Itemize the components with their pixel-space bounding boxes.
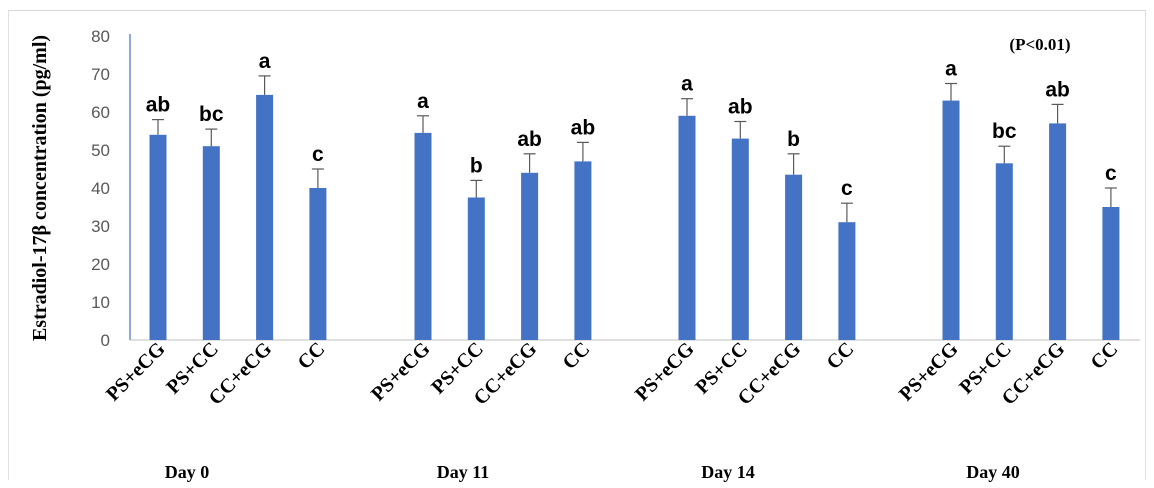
bar [256,94,274,341]
significance-letter: b [470,154,483,177]
bar [414,132,432,340]
y-tick-label: 40 [91,179,110,198]
bar [678,115,696,340]
significance-letter: bc [992,120,1017,143]
significance-letter: b [787,128,800,151]
significance-letter: bc [199,103,224,126]
bar [149,134,167,340]
significance-letter: ab [146,94,171,117]
category-label: PS+eCG [367,338,435,406]
y-tick-label: 20 [91,255,110,274]
y-tick-label: 30 [91,217,110,236]
significance-letter: a [417,90,429,113]
bar [1102,207,1120,340]
category-label: CC [558,338,594,374]
bar [309,188,327,340]
group-label: Day 14 [701,462,755,482]
y-tick-label: 80 [91,27,110,46]
y-tick-label: 70 [91,65,110,84]
significance-letter: a [945,58,957,81]
category-label: PS+eCG [102,338,170,406]
significance-letter: a [681,73,693,96]
significance-letter: c [312,143,324,166]
bar [838,222,856,340]
significance-letter: ab [517,128,542,151]
significance-letter: ab [1045,78,1070,101]
group-label: Day 0 [165,462,210,482]
category-label: CC [1086,338,1122,374]
y-tick-label: 60 [91,103,110,122]
significance-letter: a [259,50,271,73]
category-label: CC [293,338,329,374]
chart-frame [8,10,1146,480]
category-label: CC [822,338,858,374]
bar [1049,123,1067,341]
significance-annotation: (P<0.01) [1009,35,1070,54]
bar [521,172,539,340]
significance-letter: ab [571,116,596,139]
y-axis-label: Estradiol-17β concentration (pg/ml) [29,35,51,341]
bar [731,138,749,340]
y-tick-label: 50 [91,141,110,160]
y-tick-label: 10 [91,293,110,312]
bar [202,146,220,340]
bar [785,174,803,340]
category-label: PS+eCG [895,338,963,406]
y-tick-label: 0 [101,331,110,350]
group-label: Day 11 [437,462,490,482]
significance-letter: ab [728,96,753,119]
bar [467,197,485,340]
group-label: Day 40 [966,462,1020,482]
bar [995,163,1013,340]
category-label: PS+eCG [631,338,699,406]
bar [942,100,960,340]
significance-letter: c [1105,162,1117,185]
significance-letter: c [841,177,853,200]
bar [574,161,592,340]
